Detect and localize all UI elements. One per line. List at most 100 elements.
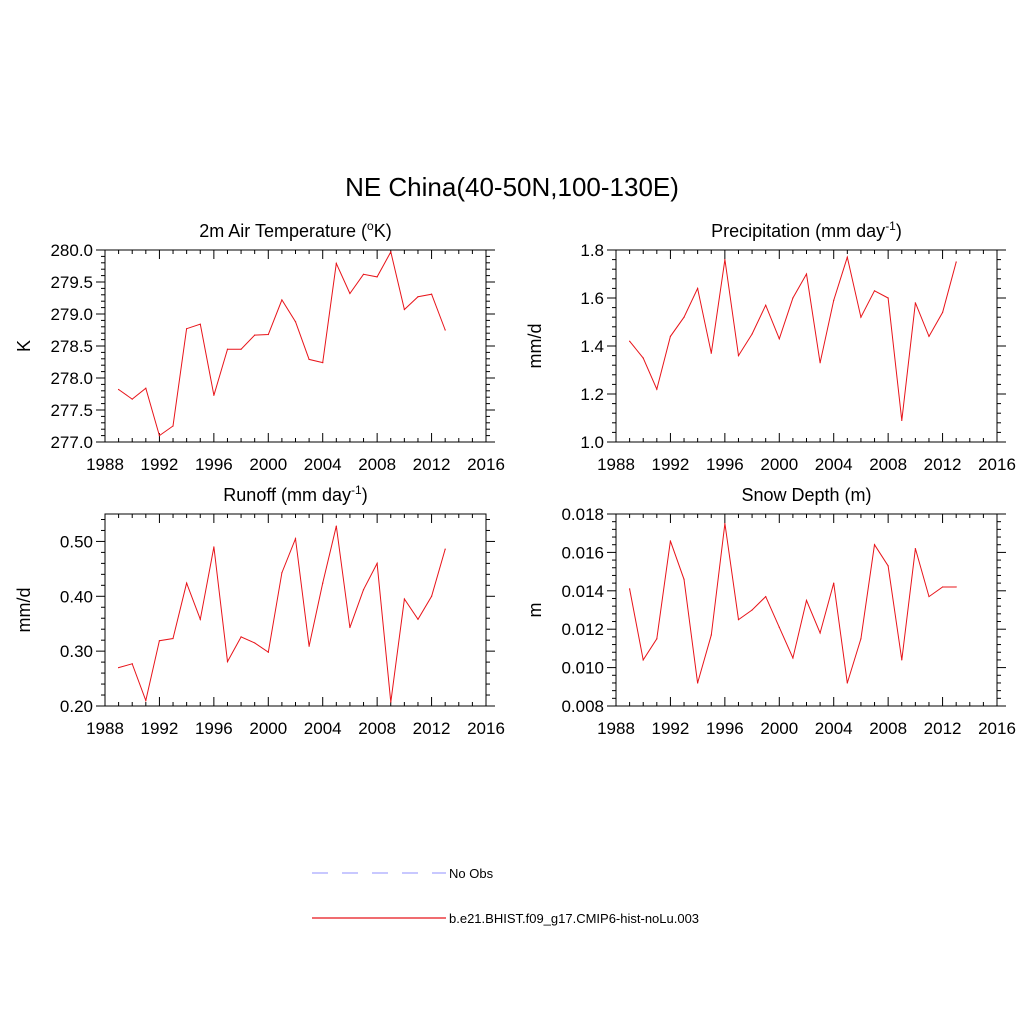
y-tick-label: 0.008 bbox=[561, 697, 604, 716]
data-point bbox=[792, 657, 794, 659]
data-point bbox=[805, 599, 808, 602]
panel-title: Runoff (mm day-1) bbox=[223, 483, 367, 505]
panel-title-text-end: ) bbox=[362, 485, 368, 505]
y-tick-label: 279.0 bbox=[50, 305, 93, 324]
data-point bbox=[417, 296, 419, 298]
data-point bbox=[240, 348, 242, 350]
data-point bbox=[376, 276, 378, 278]
data-point bbox=[778, 626, 780, 628]
data-point bbox=[349, 626, 351, 629]
data-point bbox=[186, 582, 188, 584]
panel-title: 2m Air Temperature (oK) bbox=[199, 219, 391, 241]
panel-title-text-end: ) bbox=[896, 221, 902, 241]
x-tick-label: 2004 bbox=[304, 719, 342, 738]
data-point bbox=[390, 701, 392, 703]
data-point bbox=[697, 682, 699, 684]
y-axis-label: K bbox=[14, 340, 34, 352]
y-tick-label: 279.5 bbox=[50, 273, 93, 292]
data-point bbox=[751, 609, 753, 611]
chart-panel-3: Runoff (mm day-1) 1988 1992 1996 2000 2004 200… bbox=[14, 483, 505, 738]
plot-frame bbox=[615, 513, 998, 707]
x-tick-label: 2012 bbox=[924, 455, 962, 474]
data-point bbox=[226, 660, 229, 663]
x-tick-label: 2000 bbox=[249, 455, 287, 474]
data-point bbox=[240, 636, 242, 638]
data-point bbox=[914, 547, 916, 550]
data-point bbox=[226, 348, 229, 350]
data-point bbox=[145, 387, 147, 389]
y-axis-label: m bbox=[525, 603, 545, 618]
data-point bbox=[172, 637, 174, 640]
panel-title-text: Precipitation (mm day bbox=[711, 221, 885, 241]
data-point bbox=[765, 595, 767, 598]
data-point bbox=[294, 321, 297, 323]
x-tick-label: 2012 bbox=[413, 719, 451, 738]
data-point bbox=[213, 394, 215, 396]
chart-panel-4: Snow Depth (m) 1988 1992 1996 2000 2004 2008 20… bbox=[525, 485, 1016, 738]
x-tick-label: 2000 bbox=[249, 719, 287, 738]
data-point bbox=[335, 525, 337, 527]
x-tick-label: 2016 bbox=[467, 455, 505, 474]
data-point bbox=[683, 578, 685, 580]
x-tick-label: 1992 bbox=[141, 719, 179, 738]
data-point bbox=[281, 299, 283, 301]
data-point bbox=[199, 323, 201, 325]
y-tick-label: 0.010 bbox=[561, 659, 604, 678]
data-point bbox=[928, 335, 930, 337]
panel-title-text: 2m Air Temperature ( bbox=[199, 221, 367, 241]
panel-title-superscript: -1 bbox=[885, 219, 896, 233]
y-tick-label: 0.50 bbox=[60, 532, 93, 551]
data-point bbox=[322, 362, 324, 364]
panel-title-text: Snow Depth (m) bbox=[741, 485, 871, 505]
data-point bbox=[308, 645, 310, 647]
data-point bbox=[669, 335, 672, 337]
x-tick-label: 2004 bbox=[815, 719, 853, 738]
y-tick-label: 278.5 bbox=[50, 337, 93, 356]
y-tick-label: 1.2 bbox=[580, 385, 604, 404]
data-point bbox=[792, 297, 794, 299]
panel-title-text-end: K) bbox=[374, 221, 392, 241]
x-tick-label: 1988 bbox=[86, 455, 124, 474]
data-point bbox=[403, 308, 405, 311]
x-tick-label: 2012 bbox=[924, 719, 962, 738]
data-point bbox=[254, 334, 256, 336]
data-point bbox=[254, 642, 256, 644]
x-tick-label: 2008 bbox=[358, 719, 396, 738]
data-point bbox=[737, 619, 740, 621]
data-point bbox=[941, 586, 944, 588]
data-point bbox=[403, 598, 405, 600]
y-tick-label: 1.6 bbox=[580, 289, 604, 308]
series-line bbox=[629, 255, 957, 421]
data-point bbox=[430, 595, 433, 597]
data-point bbox=[322, 582, 324, 584]
data-point bbox=[656, 388, 658, 390]
x-tick-label: 2016 bbox=[978, 719, 1016, 738]
x-tick-label: 1996 bbox=[195, 455, 233, 474]
chart-panel-2: Precipitation (mm day-1) 1988 1992 1996 2000… bbox=[525, 219, 1016, 474]
y-tick-label: 0.40 bbox=[60, 587, 93, 606]
data-point bbox=[267, 333, 269, 336]
x-tick-label: 1992 bbox=[652, 455, 690, 474]
y-tick-label: 0.018 bbox=[561, 505, 604, 524]
data-point bbox=[778, 338, 780, 340]
y-tick-label: 277.5 bbox=[50, 401, 93, 420]
data-point bbox=[873, 290, 876, 292]
data-point bbox=[444, 329, 446, 331]
data-point bbox=[887, 565, 889, 567]
data-point bbox=[873, 544, 876, 546]
y-tick-label: 1.0 bbox=[580, 433, 604, 452]
data-point bbox=[642, 659, 644, 661]
data-point bbox=[158, 640, 161, 642]
data-point bbox=[131, 398, 133, 400]
data-point bbox=[710, 634, 712, 636]
panel-title-text: Runoff (mm day bbox=[223, 485, 351, 505]
data-point bbox=[172, 425, 174, 427]
data-point bbox=[710, 352, 712, 354]
data-point bbox=[819, 632, 821, 634]
y-tick-label: 278.0 bbox=[50, 369, 93, 388]
x-tick-label: 1996 bbox=[195, 719, 233, 738]
panel-title: Precipitation (mm day-1) bbox=[711, 219, 902, 241]
data-point bbox=[158, 435, 161, 437]
data-point bbox=[860, 638, 862, 640]
data-point bbox=[362, 589, 365, 591]
